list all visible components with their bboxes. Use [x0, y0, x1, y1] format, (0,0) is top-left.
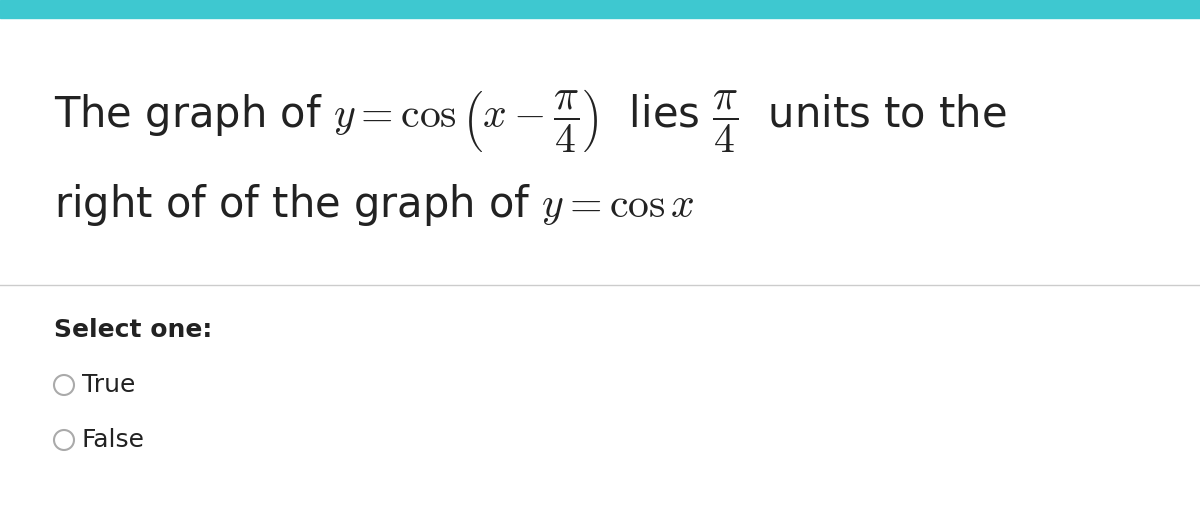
Text: True: True: [82, 373, 136, 397]
Text: False: False: [82, 428, 145, 452]
Bar: [0, 0, 1200, 18]
Text: The graph of $y = \cos\left(x - \dfrac{\pi}{4}\right)$  lies $\dfrac{\pi}{4}$  u: The graph of $y = \cos\left(x - \dfrac{\…: [54, 87, 1007, 154]
Text: Select one:: Select one:: [54, 318, 212, 342]
Text: right of of the graph of $y = \cos x$: right of of the graph of $y = \cos x$: [54, 182, 695, 228]
